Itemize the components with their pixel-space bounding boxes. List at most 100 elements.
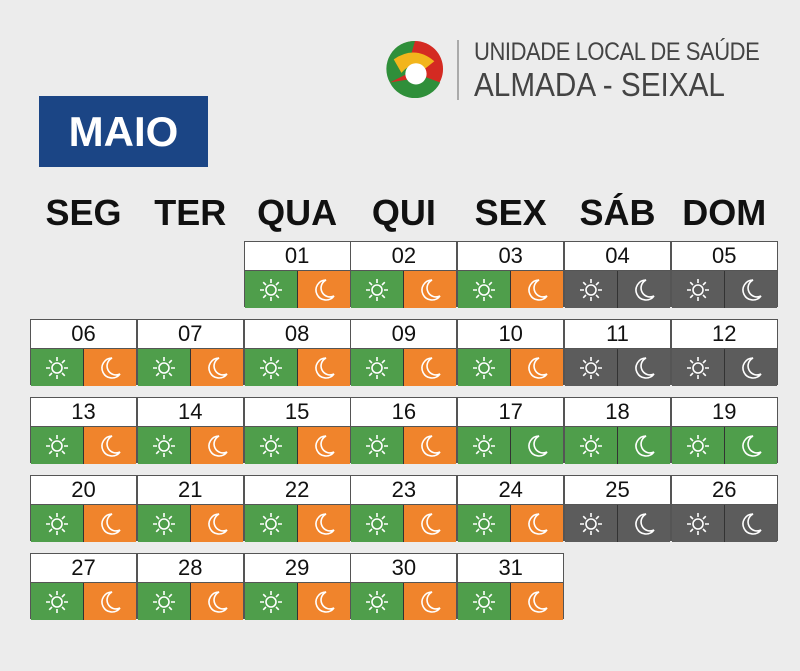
day-number: 27 <box>31 554 136 583</box>
day-shift-status <box>351 427 404 464</box>
day-shift-status <box>244 427 297 464</box>
night-shift-status <box>510 271 564 308</box>
day-cell: 08 <box>243 319 351 386</box>
moon-icon <box>738 511 764 537</box>
day-shift-status <box>137 583 190 620</box>
day-number: 22 <box>244 476 350 505</box>
sun-icon <box>151 589 177 615</box>
night-shift-status <box>510 427 564 464</box>
night-shift-status <box>296 505 350 542</box>
moon-icon <box>311 355 337 381</box>
moon-icon <box>204 511 230 537</box>
night-shift-status <box>83 427 136 464</box>
day-number: 04 <box>565 242 670 271</box>
weekday-header: QUI <box>371 192 436 233</box>
day-shift-status <box>351 271 404 308</box>
day-cell: 31 <box>457 553 565 620</box>
day-number: 08 <box>244 320 350 349</box>
moon-icon <box>417 511 443 537</box>
day-cell: 27 <box>30 553 137 620</box>
day-shift-status <box>565 505 617 542</box>
day-shift-status <box>31 427 83 464</box>
day-cell: 12 <box>670 319 778 386</box>
day-number: 05 <box>671 242 777 271</box>
sun-icon <box>364 511 390 537</box>
sun-icon <box>685 277 711 303</box>
night-shift-status <box>296 271 350 308</box>
night-shift-status <box>403 271 457 308</box>
moon-icon <box>524 511 550 537</box>
day-shift-status <box>31 505 83 542</box>
moon-icon <box>311 277 337 303</box>
day-cell: 07 <box>136 319 244 386</box>
day-number: 15 <box>244 398 350 427</box>
day-cell: 24 <box>457 475 565 542</box>
sun-icon <box>471 433 497 459</box>
org-name-line2: ALMADA - SEIXAL <box>474 66 725 103</box>
moon-icon <box>204 355 230 381</box>
sun-icon <box>578 433 604 459</box>
day-shift-status <box>351 349 404 386</box>
sun-icon <box>685 511 711 537</box>
moon-icon <box>417 355 443 381</box>
day-shift-status <box>458 427 511 464</box>
moon-icon <box>524 589 550 615</box>
night-shift-status <box>296 583 350 620</box>
day-number: 24 <box>458 476 564 505</box>
day-shift-status <box>31 349 83 386</box>
moon-icon <box>524 277 550 303</box>
night-shift-status <box>83 505 136 542</box>
moon-icon <box>631 511 657 537</box>
day-shift-status <box>458 505 511 542</box>
day-shift-status <box>351 583 404 620</box>
night-shift-status <box>617 427 670 464</box>
day-cell: 23 <box>350 475 458 542</box>
day-cell: 16 <box>350 397 458 464</box>
night-shift-status <box>403 505 457 542</box>
night-shift-status <box>189 349 243 386</box>
day-number: 30 <box>351 554 457 583</box>
day-cell: 19 <box>670 397 778 464</box>
day-shift-status <box>671 427 724 464</box>
day-shift-status <box>351 505 404 542</box>
day-number: 13 <box>31 398 136 427</box>
sun-icon <box>364 355 390 381</box>
day-shift-status <box>137 505 190 542</box>
moon-icon <box>97 355 123 381</box>
day-cell: 17 <box>457 397 565 464</box>
night-shift-status <box>403 349 457 386</box>
sun-icon <box>364 589 390 615</box>
day-number: 19 <box>671 398 777 427</box>
day-number: 14 <box>137 398 243 427</box>
day-cell: 06 <box>30 319 137 386</box>
moon-icon <box>97 433 123 459</box>
weekday-header: DOM <box>682 192 767 233</box>
day-number: 23 <box>351 476 457 505</box>
day-number: 20 <box>31 476 136 505</box>
day-shift-status <box>458 583 511 620</box>
day-cell: 28 <box>136 553 244 620</box>
sun-icon <box>578 277 604 303</box>
sun-icon <box>471 355 497 381</box>
night-shift-status <box>510 349 564 386</box>
night-shift-status <box>296 427 350 464</box>
day-number: 07 <box>137 320 243 349</box>
moon-icon <box>204 589 230 615</box>
day-cell: 29 <box>243 553 351 620</box>
night-shift-status <box>189 583 243 620</box>
day-number: 29 <box>244 554 350 583</box>
night-shift-status <box>723 349 777 386</box>
day-cell: 05 <box>670 241 778 308</box>
day-number: 17 <box>458 398 564 427</box>
moon-icon <box>738 433 764 459</box>
moon-icon <box>417 589 443 615</box>
moon-icon <box>204 433 230 459</box>
moon-icon <box>97 589 123 615</box>
moon-icon <box>738 355 764 381</box>
day-cell: 02 <box>350 241 458 308</box>
day-cell: 14 <box>136 397 244 464</box>
day-shift-status <box>565 349 617 386</box>
moon-icon <box>417 433 443 459</box>
night-shift-status <box>189 427 243 464</box>
day-shift-status <box>137 427 190 464</box>
